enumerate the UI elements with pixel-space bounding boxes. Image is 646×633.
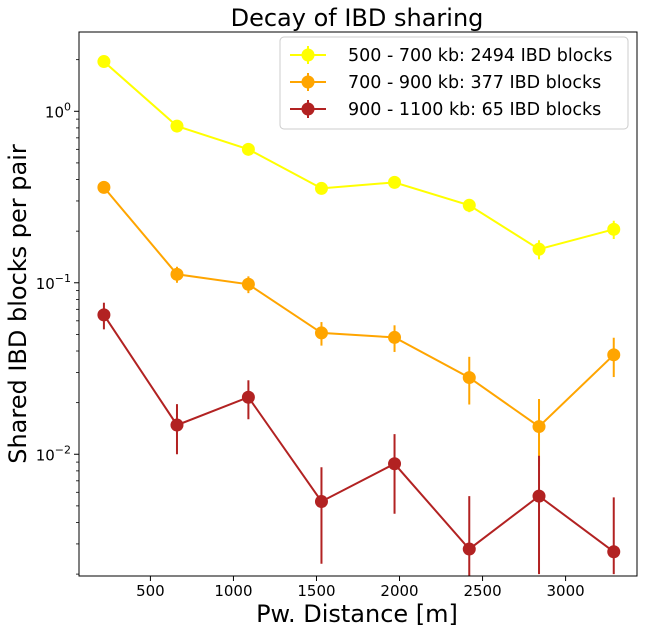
legend-label: 700 - 900 kb: 377 IBD blocks bbox=[348, 73, 601, 93]
plot-frame bbox=[78, 31, 638, 577]
data-point bbox=[607, 222, 621, 236]
data-point bbox=[170, 267, 184, 281]
x-tick-label: 500 bbox=[136, 582, 165, 600]
data-point bbox=[388, 457, 402, 471]
x-tick-label: 1000 bbox=[214, 582, 252, 600]
x-axis-label: Pw. Distance [m] bbox=[256, 600, 458, 628]
y-tick-exponent: 0 bbox=[64, 100, 71, 113]
series-line bbox=[103, 60, 615, 251]
data-point bbox=[314, 181, 328, 195]
plot-inner bbox=[97, 55, 621, 576]
data-point bbox=[532, 420, 546, 434]
legend-label: 500 - 700 kb: 2494 IBD blocks bbox=[348, 46, 612, 66]
legend-entry: 700 - 900 kb: 377 IBD blocks bbox=[290, 73, 601, 93]
legend-entry: 900 - 1100 kb: 65 IBD blocks bbox=[290, 100, 601, 120]
data-point bbox=[97, 180, 111, 194]
x-tick-label: 2500 bbox=[463, 582, 501, 600]
legend-box bbox=[279, 36, 629, 130]
data-point bbox=[462, 542, 476, 556]
data-point bbox=[462, 198, 476, 212]
data-point bbox=[388, 175, 402, 189]
chart-title: Decay of IBD sharing bbox=[231, 4, 484, 32]
series-1 bbox=[97, 55, 621, 260]
data-point bbox=[607, 348, 621, 362]
plot-area bbox=[97, 55, 621, 576]
data-point bbox=[241, 142, 255, 156]
data-point bbox=[532, 489, 546, 503]
x-tick-label: 3000 bbox=[546, 582, 584, 600]
x-tick-label: 2000 bbox=[380, 582, 418, 600]
data-point bbox=[314, 495, 328, 509]
data-point bbox=[241, 277, 255, 291]
legend-marker-swatch bbox=[301, 102, 315, 116]
data-point bbox=[170, 119, 184, 133]
data-point bbox=[170, 418, 184, 432]
legend-marker-swatch bbox=[301, 48, 315, 62]
series-2 bbox=[97, 180, 621, 467]
series-3 bbox=[97, 302, 621, 576]
data-point bbox=[462, 371, 476, 385]
y-tick-exponent: −2 bbox=[55, 443, 71, 456]
data-point bbox=[314, 326, 328, 340]
x-tick-label: 1500 bbox=[297, 582, 335, 600]
data-point bbox=[607, 545, 621, 559]
y-tick-exponent: −1 bbox=[55, 272, 71, 285]
legend-entry: 500 - 700 kb: 2494 IBD blocks bbox=[290, 46, 612, 66]
y-axis-label: Shared IBD blocks per pair bbox=[4, 144, 32, 464]
legend: 500 - 700 kb: 2494 IBD blocks 700 - 900 k… bbox=[279, 36, 629, 130]
data-point bbox=[97, 55, 111, 69]
legend-marker-swatch bbox=[301, 75, 315, 89]
data-point bbox=[97, 308, 111, 322]
series-line bbox=[103, 314, 615, 553]
data-point bbox=[241, 390, 255, 404]
legend-label: 900 - 1100 kb: 65 IBD blocks bbox=[348, 100, 601, 120]
series-line bbox=[103, 186, 615, 428]
data-point bbox=[532, 242, 546, 256]
data-point bbox=[388, 330, 402, 344]
